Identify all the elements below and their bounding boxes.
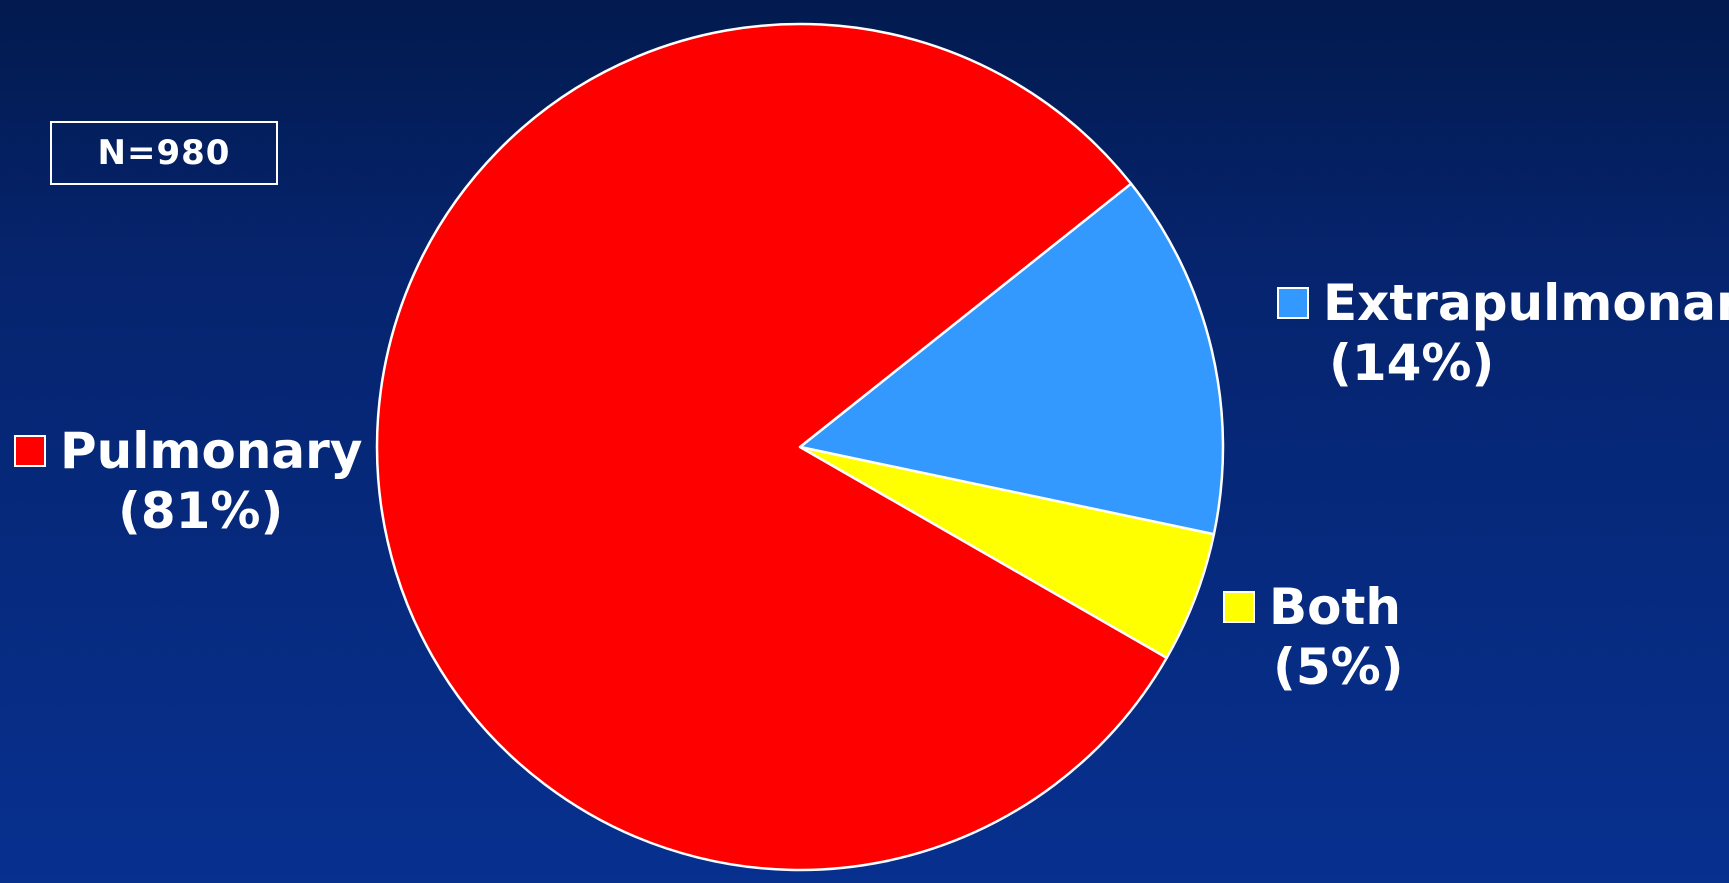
legend-item-both: Both (5%) <box>1223 577 1404 697</box>
legend-swatch-pulmonary <box>14 435 46 467</box>
sample-size-box: N=980 <box>50 121 278 185</box>
pie-slice-pulmonary <box>375 22 1168 872</box>
legend-percent-extrapulmonary: (14%) <box>1329 334 1495 392</box>
legend-swatch-extrapulmonary <box>1277 287 1309 319</box>
pie-slices <box>375 22 1225 872</box>
legend-percent-pulmonary: (81%) <box>118 482 284 540</box>
legend-label-extrapulmonary: Extrapulmonary <box>1323 274 1729 332</box>
legend-label-pulmonary: Pulmonary <box>60 422 363 480</box>
legend-swatch-both <box>1223 591 1255 623</box>
sample-size-label: N=980 <box>97 133 231 173</box>
legend-percent-both: (5%) <box>1273 638 1404 696</box>
pie-slice-extrapulmonary <box>798 182 1225 536</box>
legend-label-both: Both <box>1269 578 1401 636</box>
legend-item-extrapulmonary: Extrapulmonary (14%) <box>1277 273 1729 393</box>
legend-item-pulmonary: Pulmonary (81%) <box>14 421 362 541</box>
